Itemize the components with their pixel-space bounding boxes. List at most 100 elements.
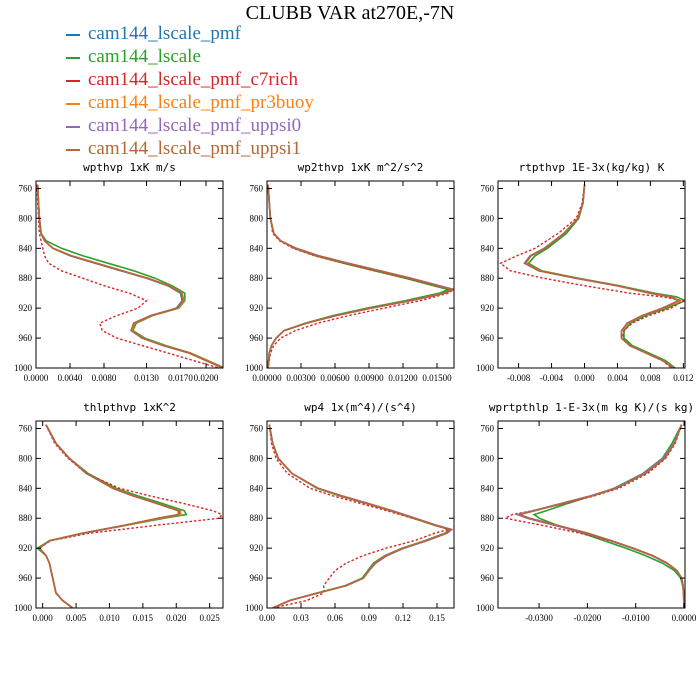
- series-line: [38, 424, 182, 608]
- series-line: [38, 424, 180, 608]
- y-tick-label: 760: [250, 423, 264, 433]
- chart-panel: wp4 1x(m^4)/(s^4)76080084088092096010000…: [245, 401, 455, 623]
- panel-title: wpthvp 1xK m/s: [83, 161, 176, 174]
- y-tick-label: 880: [19, 513, 33, 523]
- series-line: [268, 424, 453, 608]
- y-tick-label: 760: [481, 183, 495, 193]
- x-tick-label: 0.000: [574, 373, 595, 383]
- legend-label: cam144_lscale_pmf: [88, 23, 242, 44]
- series-line: [36, 184, 219, 368]
- x-tick-label: 0.020: [166, 613, 187, 623]
- legend-label: cam144_lscale_pmf_c7rich: [88, 69, 298, 90]
- legend: cam144_lscale_pmf cam144_lscale cam144_l…: [66, 22, 314, 160]
- plot-frame: [266, 180, 455, 369]
- x-tick-label: 0.12: [395, 613, 411, 623]
- series-line: [517, 424, 685, 608]
- y-tick-label: 920: [19, 303, 33, 313]
- series-line: [517, 424, 685, 608]
- legend-swatch: [66, 102, 80, 105]
- series-group: [499, 184, 685, 368]
- x-tick-label: 0.005: [66, 613, 87, 623]
- y-tick-label: 760: [250, 183, 264, 193]
- legend-item: cam144_lscale_pmf_pr3buoy: [66, 91, 314, 114]
- legend-label: cam144_lscale_pmf_pr3buoy: [88, 92, 314, 113]
- series-line: [516, 424, 685, 608]
- chart-panel: wp2thvp 1xK m^2/s^2 760 800 840 880 920 960 100…: [245, 161, 455, 383]
- legend-swatch: [66, 148, 80, 151]
- series-line: [503, 424, 685, 608]
- y-tick-label: 800: [19, 453, 33, 463]
- y-tick-label: 960: [19, 573, 33, 583]
- x-tick-label: 0.000: [33, 613, 54, 623]
- y-tick-label: 920: [19, 543, 33, 553]
- x-tick-label: 0.00900: [354, 373, 384, 383]
- x-tick-label: 0.03: [293, 613, 309, 623]
- series-line: [36, 184, 223, 368]
- series-line: [532, 424, 685, 608]
- x-tick-label: 0.00300: [286, 373, 316, 383]
- x-tick-label: 0.09: [361, 613, 377, 623]
- y-tick-label: 920: [481, 543, 495, 553]
- x-tick-label: 0.00600: [320, 373, 350, 383]
- y-tick-label: 960: [250, 573, 264, 583]
- legend-item: cam144_lscale_pmf_uppsi1: [66, 137, 314, 160]
- y-tick-label: 1000: [476, 363, 495, 373]
- x-tick-label: 0.025: [200, 613, 221, 623]
- y-tick-label: 1000: [476, 603, 495, 613]
- x-tick-label: 0.0170: [168, 373, 193, 383]
- legend-swatch: [66, 56, 80, 59]
- y-tick-label: 880: [250, 273, 264, 283]
- series-line: [267, 184, 454, 368]
- x-tick-label: 0.012: [673, 373, 693, 383]
- y-tick-label: 840: [19, 483, 33, 493]
- panel-title: thlpthvp 1xK^2: [83, 401, 176, 414]
- y-tick-label: 800: [481, 213, 495, 223]
- x-tick-label: -0.0200: [574, 613, 602, 623]
- series-line: [527, 184, 685, 368]
- series-group: [267, 184, 454, 368]
- y-tick-label: 1000: [14, 363, 33, 373]
- plot-frame: [497, 420, 686, 609]
- series-line: [38, 424, 181, 608]
- series-line: [499, 184, 685, 368]
- legend-item: cam144_lscale: [66, 45, 314, 68]
- legend-label: cam144_lscale_pmf_uppsi0: [88, 115, 302, 136]
- y-tick-label: 760: [19, 423, 33, 433]
- y-tick-label: 800: [250, 453, 264, 463]
- series-line: [36, 184, 223, 368]
- y-tick-label: 840: [250, 483, 264, 493]
- plot-frame: [497, 180, 686, 369]
- x-tick-label: 0.010: [99, 613, 120, 623]
- panel-title: rtpthvp 1E-3x(kg/kg) K: [519, 161, 665, 174]
- x-tick-label: 0.004: [607, 373, 628, 383]
- chart-panel: rtpthvp 1E-3x(kg/kg) K 760 800 840 880 920 960…: [476, 161, 693, 383]
- series-group: [503, 424, 685, 608]
- series-line: [38, 424, 223, 608]
- series-line: [523, 184, 682, 368]
- y-tick-label: 840: [19, 243, 33, 253]
- y-tick-label: 840: [250, 243, 264, 253]
- legend-swatch: [66, 79, 80, 82]
- x-tick-label: -0.004: [540, 373, 564, 383]
- y-tick-label: 800: [250, 213, 264, 223]
- legend-item: cam144_lscale_pmf: [66, 22, 314, 45]
- series-line: [524, 184, 683, 368]
- y-tick-label: 840: [481, 483, 495, 493]
- legend-item: cam144_lscale_pmf_c7rich: [66, 68, 314, 91]
- y-tick-label: 880: [481, 513, 495, 523]
- y-tick-label: 960: [481, 333, 495, 343]
- series-line: [514, 424, 685, 608]
- y-tick-label: 760: [19, 183, 33, 193]
- series-line: [267, 184, 451, 368]
- y-tick-label: 840: [481, 243, 495, 253]
- series-line: [36, 184, 223, 368]
- panel-title: wprtpthlp 1-E-3x(m kg K)/(s kg): [489, 401, 694, 414]
- series-line: [36, 184, 223, 368]
- legend-label: cam144_lscale_pmf_uppsi1: [88, 138, 302, 159]
- series-group: [268, 424, 454, 608]
- plot-frame: [35, 420, 224, 609]
- series-line: [268, 424, 453, 608]
- y-tick-label: 920: [250, 303, 264, 313]
- x-tick-label: 0.0000: [24, 373, 49, 383]
- series-line: [523, 184, 681, 368]
